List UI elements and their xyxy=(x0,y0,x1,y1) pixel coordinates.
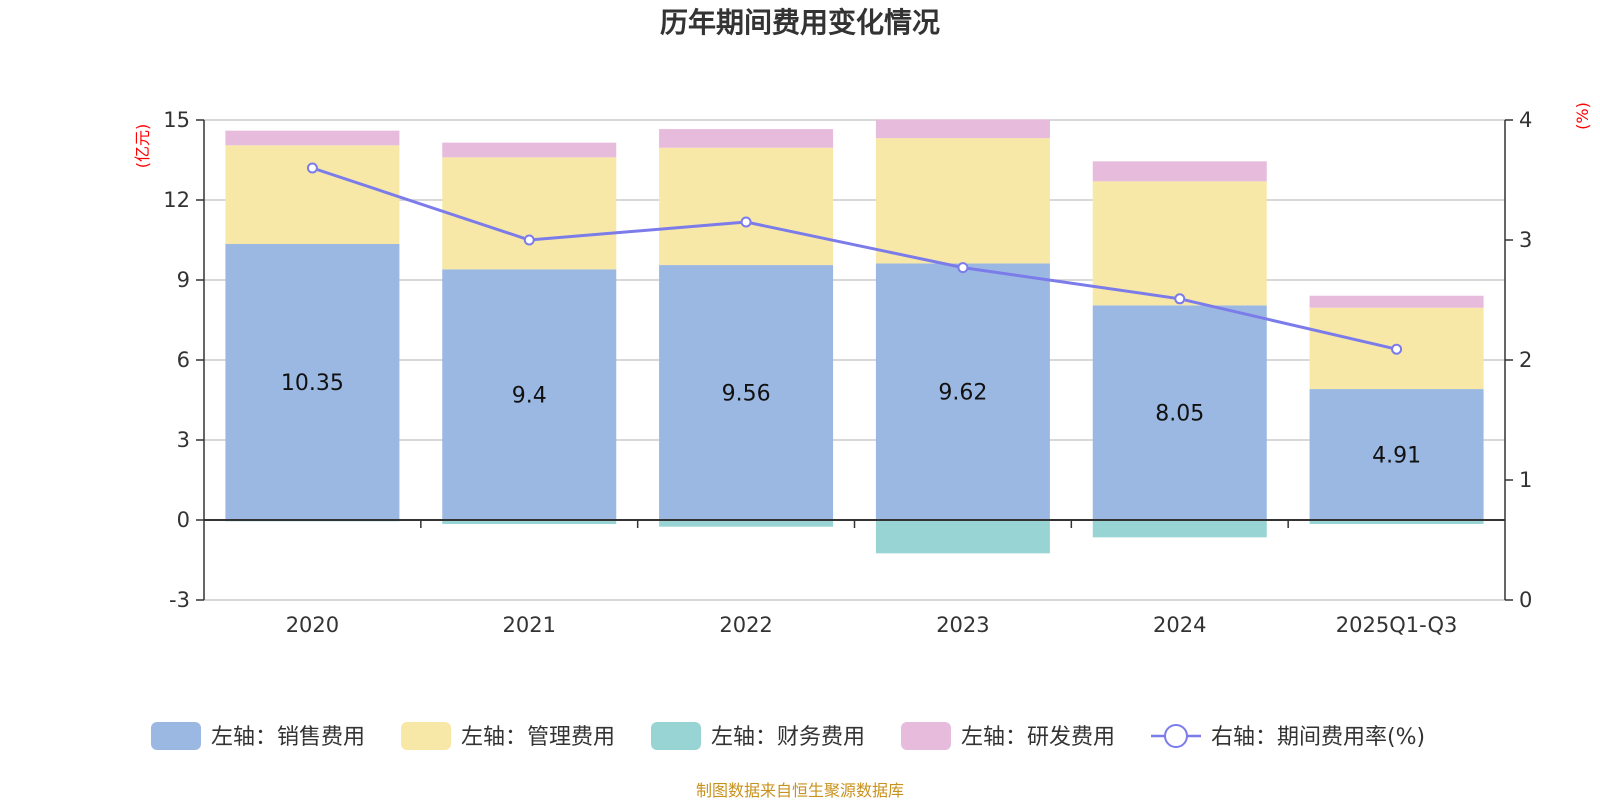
right-axis-tick-label: 0 xyxy=(1519,588,1532,612)
legend-label: 左轴：管理费用 xyxy=(461,725,615,750)
category-label: 2022 xyxy=(719,613,772,637)
bar-segment xyxy=(1092,520,1267,538)
rate-point xyxy=(740,216,752,228)
right-axis-tick-label: 1 xyxy=(1519,468,1532,492)
bar-data-label: 9.62 xyxy=(938,381,987,406)
legend-swatch xyxy=(651,722,701,750)
category-label: 2023 xyxy=(936,613,989,637)
legend-swatch xyxy=(401,722,451,750)
legend-label: 左轴：研发费用 xyxy=(961,725,1115,750)
legend-label: 左轴：销售费用 xyxy=(211,725,365,750)
bar-segment xyxy=(875,263,1050,520)
legend-marker xyxy=(1164,724,1188,748)
bar-segment xyxy=(225,145,400,244)
bar-segment xyxy=(1092,181,1267,306)
bar-segment xyxy=(225,244,400,520)
left-axis-tick-label: 12 xyxy=(163,188,190,212)
legend-swatch xyxy=(151,722,201,750)
legend: 左轴：销售费用 左轴：管理费用 左轴：财务费用 左轴：研发费用 右轴：期间费用率(%) xyxy=(151,722,1425,750)
rate-point xyxy=(957,262,969,274)
bar-data-label: 9.56 xyxy=(722,382,771,407)
category-label: 2025Q1-Q3 xyxy=(1336,613,1458,637)
left-axis-tick-label: 15 xyxy=(163,108,190,132)
left-axis-tick-label: -3 xyxy=(169,588,190,612)
bar-segment xyxy=(1309,295,1484,308)
left-axis-unit-label: (亿元) xyxy=(133,124,152,169)
rate-point xyxy=(523,234,535,246)
bar-segment xyxy=(875,119,1050,139)
bar-segment xyxy=(442,142,617,158)
legend-swatch xyxy=(901,722,951,750)
left-axis-tick-label: 6 xyxy=(177,348,190,372)
left-axis-tick-label: 0 xyxy=(177,508,190,532)
legend-label: 左轴：财务费用 xyxy=(711,725,865,750)
right-axis-unit-label: (%) xyxy=(1573,102,1592,130)
rate-point xyxy=(1174,293,1186,305)
rate-point xyxy=(1391,343,1403,355)
right-axis-tick-label: 4 xyxy=(1519,108,1532,132)
bar-segment xyxy=(442,269,617,520)
bar-segment xyxy=(1309,389,1484,520)
category-label: 2024 xyxy=(1153,613,1206,637)
bar-segment xyxy=(225,130,400,146)
legend-label: 右轴：期间费用率(%) xyxy=(1211,725,1425,750)
bar-data-label: 8.05 xyxy=(1155,402,1204,427)
rate-line xyxy=(311,166,1397,351)
right-axis-tick-label: 2 xyxy=(1519,348,1532,372)
bar-data-label: 10.35 xyxy=(281,371,344,396)
bar-segment xyxy=(659,129,834,148)
left-axis-tick-label: 3 xyxy=(177,428,190,452)
left-axis-tick-label: 9 xyxy=(177,268,190,292)
bar-segment xyxy=(1092,161,1267,182)
chart-title: 历年期间费用变化情况 xyxy=(660,6,940,39)
rate-line-group xyxy=(306,162,1403,355)
bar-segment xyxy=(442,157,617,270)
right-axis-tick-label: 3 xyxy=(1519,228,1532,252)
bar-segment xyxy=(442,520,617,524)
source-note: 制图数据来自恒生聚源数据库 xyxy=(696,781,904,800)
bar-segment xyxy=(875,520,1050,554)
bar-series-group xyxy=(225,119,1484,554)
bar-segment xyxy=(1309,520,1484,524)
rate-point xyxy=(306,162,318,174)
bar-segment xyxy=(875,138,1050,264)
bar-segment xyxy=(1092,305,1267,520)
bar-segment xyxy=(659,147,834,266)
bar-data-label: 9.4 xyxy=(512,384,547,409)
bar-segment xyxy=(659,520,834,527)
bar-segment xyxy=(659,265,834,520)
category-label: 2021 xyxy=(503,613,556,637)
bar-data-label: 4.91 xyxy=(1372,444,1421,469)
category-label: 2020 xyxy=(286,613,339,637)
data-labels: 10.35 9.4 9.56 9.62 8.05 4.91 xyxy=(281,371,1421,469)
